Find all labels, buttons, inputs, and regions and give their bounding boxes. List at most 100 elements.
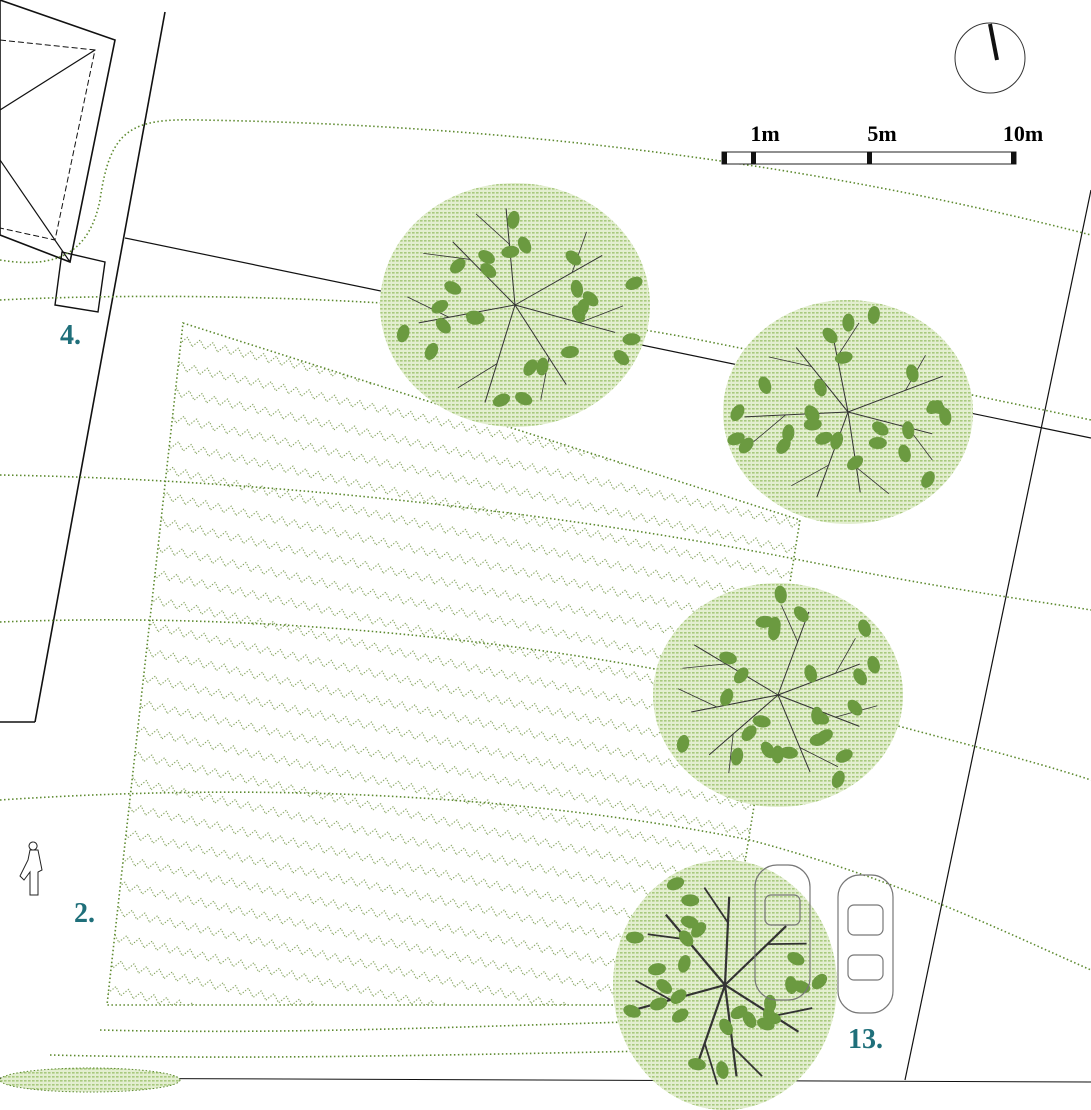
leaf	[720, 688, 734, 706]
leaf	[678, 930, 694, 947]
leaf	[774, 585, 787, 604]
leaf	[492, 393, 510, 407]
leaf	[478, 250, 495, 264]
leaf	[898, 444, 911, 463]
branch	[847, 375, 944, 413]
branch	[723, 896, 731, 986]
leaf	[782, 424, 795, 443]
leaf	[872, 421, 889, 436]
leaf	[906, 364, 919, 383]
tree	[613, 860, 837, 1110]
leaf	[757, 1017, 775, 1031]
branch	[579, 305, 624, 324]
leaf	[809, 733, 828, 746]
person	[19, 841, 43, 896]
branch	[514, 304, 567, 385]
building	[0, 0, 166, 723]
leaf	[681, 894, 700, 907]
leaf	[760, 741, 775, 759]
leaf	[830, 431, 844, 450]
leaf	[858, 619, 872, 637]
leaf	[691, 922, 707, 938]
leaf	[727, 432, 745, 446]
leaf	[570, 279, 584, 298]
leaf	[730, 404, 745, 421]
branch	[514, 304, 616, 333]
scale-label: 10m	[1003, 121, 1043, 146]
leaf	[656, 979, 673, 994]
hatched-area	[106, 321, 801, 1006]
area-label: 2.	[74, 898, 95, 929]
branch	[856, 467, 890, 495]
tree	[380, 183, 650, 427]
leaf	[815, 431, 833, 445]
leaf	[834, 351, 853, 364]
leaf	[785, 976, 798, 995]
branch	[682, 663, 727, 669]
branch	[744, 411, 849, 418]
leaf	[793, 606, 809, 623]
leaf	[424, 342, 439, 360]
branch	[571, 231, 587, 273]
leaf	[680, 915, 699, 929]
branch	[514, 255, 603, 306]
branch	[665, 913, 726, 986]
leaf	[847, 455, 864, 471]
leaf	[613, 350, 630, 366]
leaf	[853, 668, 867, 686]
branch	[753, 414, 786, 443]
leaf	[758, 376, 772, 394]
leaf	[576, 298, 589, 317]
branch	[777, 611, 810, 696]
branch	[781, 605, 799, 643]
leaf	[822, 327, 838, 344]
branch	[703, 1042, 719, 1085]
leaf	[921, 471, 935, 488]
leaf	[515, 392, 533, 406]
ground-line	[0, 1077, 1091, 1083]
leaf	[688, 1058, 706, 1071]
leaf	[803, 418, 822, 431]
branch	[635, 979, 672, 1001]
branch	[847, 411, 861, 493]
leaf	[804, 664, 818, 683]
leaf	[444, 281, 462, 295]
leaf	[741, 725, 757, 741]
branch	[708, 694, 779, 756]
leaf	[501, 245, 520, 258]
leaf	[842, 313, 855, 332]
branch	[777, 694, 811, 773]
leaf	[648, 963, 666, 976]
leaf	[738, 437, 754, 454]
branch	[693, 644, 779, 696]
leaf	[768, 616, 781, 635]
leaf	[517, 236, 532, 254]
branch	[816, 411, 849, 498]
tree	[723, 300, 973, 524]
leaf	[649, 997, 668, 1011]
leaf	[507, 210, 520, 229]
branch	[768, 356, 812, 367]
branch	[728, 733, 734, 774]
leaf	[625, 276, 643, 290]
leaf	[716, 1061, 729, 1079]
branch	[678, 688, 718, 708]
road-edge	[904, 189, 1091, 1081]
leaf	[814, 378, 827, 397]
branch	[767, 942, 807, 946]
leaf	[776, 437, 791, 454]
north-arrow	[954, 22, 1026, 94]
leaf	[831, 770, 845, 788]
leaf	[719, 651, 737, 665]
leaf	[670, 989, 687, 1004]
branch	[795, 347, 849, 413]
leaf	[811, 973, 828, 990]
scale-bar: 1m 5m 10m	[721, 121, 1043, 165]
branch	[847, 411, 933, 435]
leaf	[676, 734, 690, 753]
leaf	[902, 421, 915, 440]
cars	[754, 864, 894, 1014]
leaf	[733, 667, 749, 684]
leaf	[928, 400, 946, 415]
